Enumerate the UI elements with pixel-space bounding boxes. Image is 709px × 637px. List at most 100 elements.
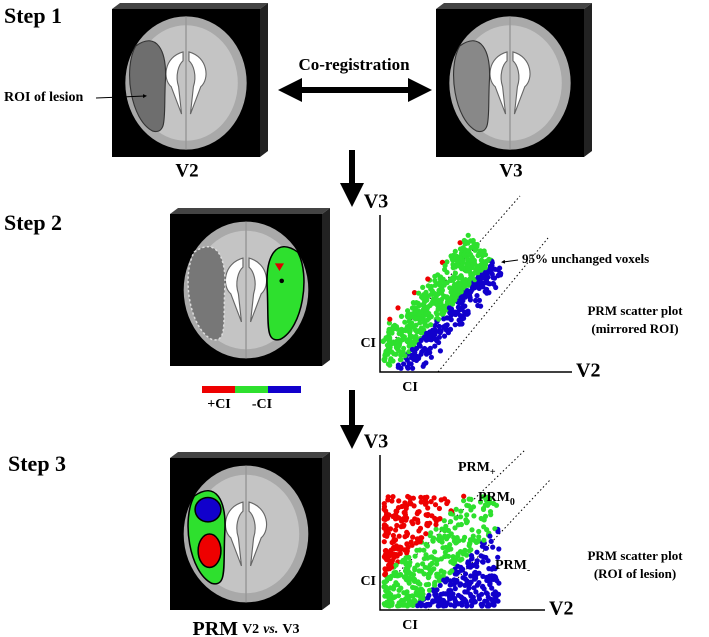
- voxel: [408, 571, 414, 577]
- voxel: [475, 537, 481, 543]
- box-side: [584, 3, 592, 157]
- voxel: [399, 333, 406, 339]
- voxel: [469, 603, 475, 609]
- voxel: [436, 334, 442, 340]
- voxel: [448, 602, 454, 608]
- spot: [279, 278, 284, 284]
- brain-image: [170, 452, 330, 610]
- voxel: [427, 533, 433, 539]
- voxel: [447, 542, 453, 548]
- voxel: [457, 255, 463, 261]
- voxel: [432, 323, 438, 329]
- voxel: [445, 553, 452, 559]
- voxel: [448, 317, 454, 323]
- voxel: [438, 556, 444, 562]
- region-sub: -: [527, 565, 530, 576]
- label: PRM scatter plot: [587, 303, 683, 318]
- voxel: [452, 248, 458, 254]
- voxel: [466, 248, 472, 254]
- voxel: [448, 588, 454, 594]
- voxel: [477, 499, 484, 505]
- voxel: [484, 290, 490, 296]
- voxel: [467, 540, 473, 547]
- voxel: [432, 502, 439, 508]
- voxel: [430, 599, 436, 605]
- voxel: [476, 528, 482, 535]
- voxel: [390, 494, 396, 500]
- color-bar: [202, 386, 235, 393]
- voxel: [395, 305, 401, 311]
- voxel: [441, 333, 448, 339]
- voxel: [469, 555, 475, 561]
- voxel: [459, 602, 465, 608]
- voxel: [495, 554, 501, 560]
- voxel: [382, 572, 388, 578]
- voxel: [455, 275, 461, 281]
- voxel: [407, 499, 413, 505]
- voxel: [462, 303, 468, 309]
- voxel: [382, 357, 388, 364]
- voxel: [461, 498, 467, 504]
- axes: [379, 455, 545, 611]
- label: PRM scatter plot: [587, 548, 683, 563]
- label: V3: [364, 431, 388, 453]
- voxel: [417, 320, 423, 326]
- voxel: [438, 497, 444, 503]
- voxel: [405, 596, 411, 602]
- voxel: [398, 571, 404, 578]
- voxel: [396, 498, 402, 504]
- voxel: [382, 601, 388, 607]
- voxel: [452, 322, 458, 328]
- voxel: [488, 538, 494, 545]
- voxel: [397, 544, 403, 550]
- voxel: [480, 494, 486, 500]
- voxel: [458, 514, 464, 520]
- label: CI: [360, 336, 376, 351]
- voxel: [424, 520, 430, 527]
- voxel: [404, 550, 410, 556]
- voxel: [443, 327, 449, 333]
- voxel: [389, 349, 395, 355]
- voxel: [452, 525, 458, 531]
- spot: [274, 263, 284, 271]
- voxel: [418, 499, 424, 505]
- voxel: [416, 290, 422, 296]
- voxel: [467, 276, 473, 282]
- voxel: [400, 557, 406, 564]
- region: [197, 533, 222, 569]
- voxel: [480, 506, 487, 512]
- voxel: [432, 297, 438, 303]
- voxel: [437, 348, 443, 354]
- voxel: [488, 266, 494, 272]
- voxel: [406, 554, 412, 561]
- voxel: [402, 328, 409, 334]
- voxel: [381, 501, 387, 507]
- ventricle: [224, 257, 244, 323]
- voxel: [425, 505, 431, 511]
- voxel: [409, 593, 415, 599]
- voxel: [491, 602, 497, 608]
- region-label: PRM-: [495, 558, 530, 576]
- region-base: PRM: [458, 460, 490, 475]
- voxel: [387, 585, 393, 591]
- voxel: [432, 278, 438, 284]
- voxel: [420, 284, 426, 290]
- voxel: [384, 566, 391, 572]
- voxel: [405, 308, 411, 314]
- voxel: [490, 544, 496, 550]
- voxel: [432, 549, 438, 555]
- voxel: [430, 538, 436, 544]
- voxel: [489, 585, 495, 591]
- voxel: [494, 578, 500, 584]
- voxel: [405, 365, 411, 371]
- voxel: [472, 570, 478, 576]
- voxel: [476, 297, 482, 303]
- voxel: [481, 524, 487, 530]
- voxel: [437, 582, 443, 589]
- voxel: [487, 281, 493, 287]
- voxel: [414, 592, 420, 598]
- voxel: [393, 508, 399, 514]
- voxel: [462, 589, 468, 595]
- box-side: [322, 452, 330, 610]
- box-top: [436, 3, 592, 9]
